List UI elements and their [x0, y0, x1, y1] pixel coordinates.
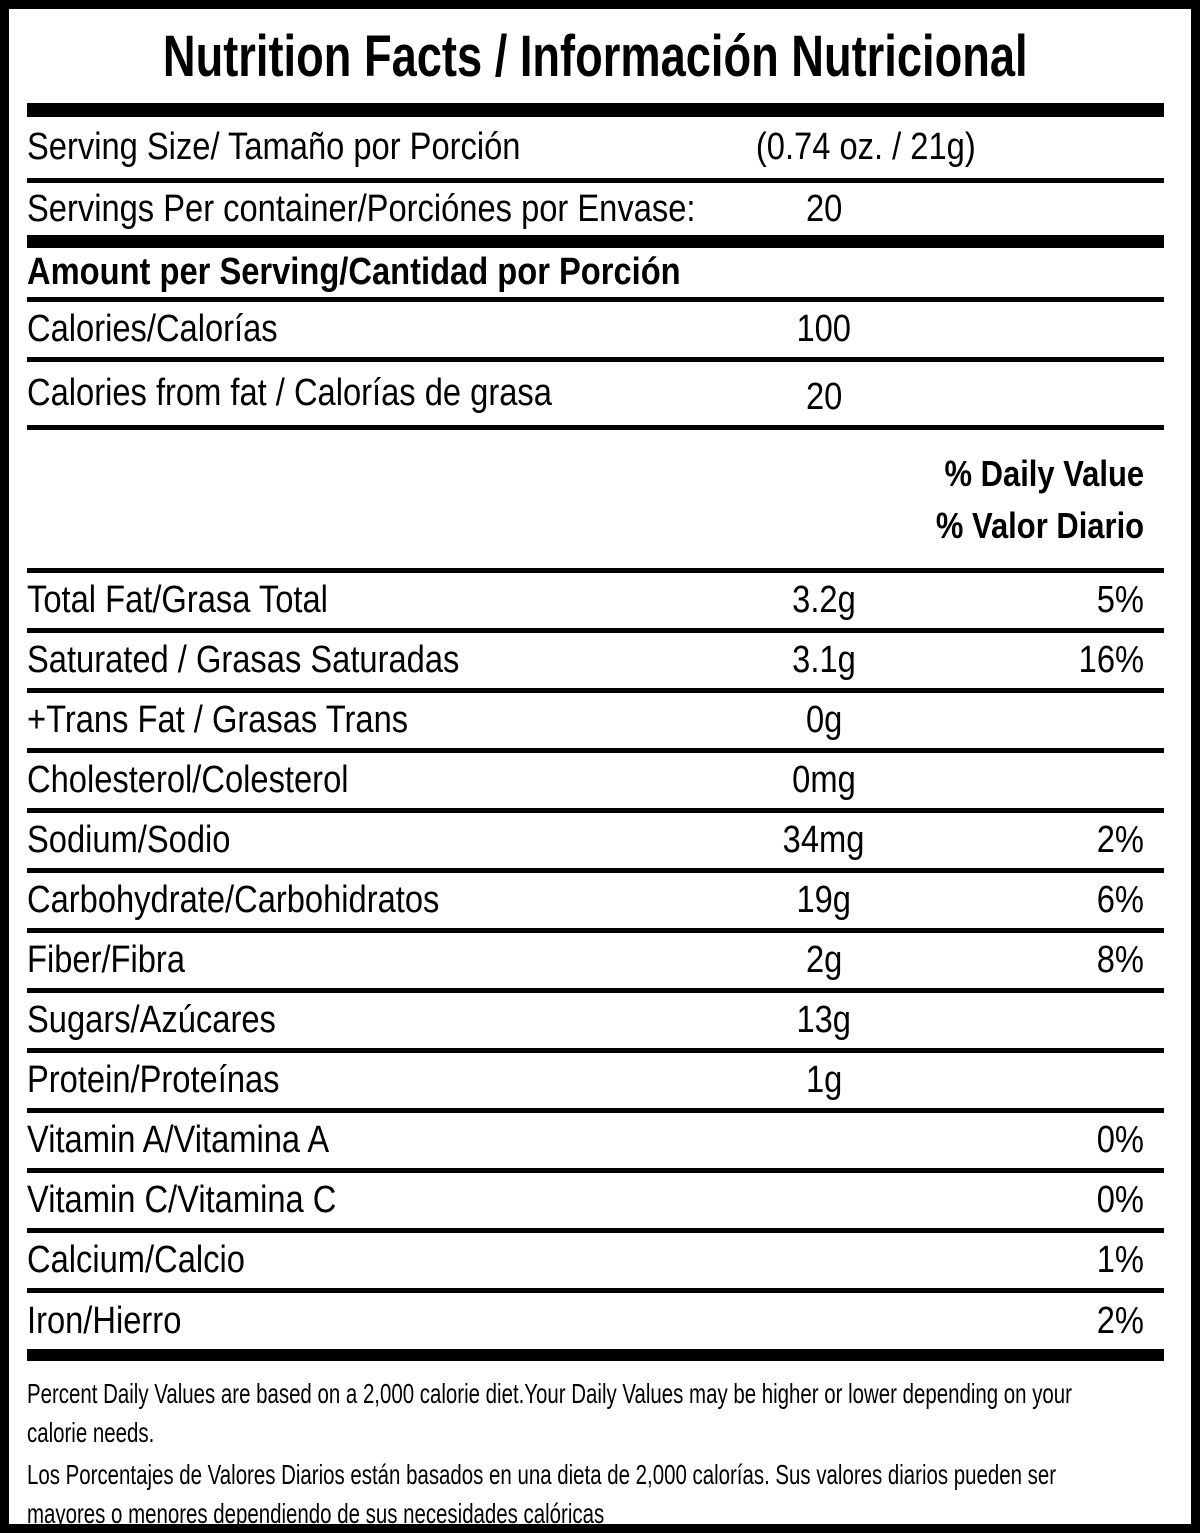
- servings-per-container-label: Servings Per container/Porciónes por Env…: [27, 187, 696, 230]
- nutrient-daily-value: 6%: [1096, 879, 1144, 921]
- calories-from-fat-row: Calories from fat / Calorías de grasa 20: [27, 362, 1164, 430]
- nutrient-label: Carbohydrate/Carbohidratos: [27, 879, 440, 921]
- nutrient-daily-value: 1%: [1096, 1239, 1144, 1281]
- daily-value-header-block: % Daily Value % Valor Diario: [27, 430, 1164, 573]
- nutrient-label: Saturated / Grasas Saturadas: [27, 639, 460, 681]
- nutrient-daily-value: 0%: [1096, 1119, 1144, 1161]
- serving-size-label: Serving Size/ Tamaño por Porción: [27, 126, 521, 168]
- calories-from-fat-label: Calories from fat / Calorías de grasa: [27, 372, 552, 414]
- nutrient-label: +Trans Fat / Grasas Trans: [27, 699, 409, 741]
- nutrient-row: Sodium/Sodio 34mg 2%: [27, 813, 1164, 873]
- amount-per-serving-heading-row: Amount per Serving/Cantidad por Porción: [27, 248, 1164, 302]
- daily-value-header-es: % Valor Diario: [935, 505, 1144, 546]
- nutrient-label: Sugars/Azúcares: [27, 999, 276, 1041]
- nutrient-label: Protein/Proteínas: [27, 1059, 280, 1101]
- nutrient-daily-value: 16%: [1078, 639, 1144, 681]
- nutrient-row: Vitamin C/Vitamina C 0%: [27, 1173, 1164, 1233]
- nutrient-daily-value: 2%: [1096, 1299, 1144, 1342]
- nutrient-row: Fiber/Fibra 2g 8%: [27, 933, 1164, 993]
- nutrient-rows: Total Fat/Grasa Total 3.2g 5% Saturated …: [27, 573, 1164, 1361]
- nutrient-row: +Trans Fat / Grasas Trans 0g: [27, 693, 1164, 753]
- nutrient-label: Calcium/Calcio: [27, 1239, 245, 1281]
- nutrient-daily-value: 5%: [1096, 579, 1144, 621]
- nutrient-row: Total Fat/Grasa Total 3.2g 5%: [27, 573, 1164, 633]
- nutrient-amount: 34mg: [783, 819, 865, 861]
- footnotes: Percent Daily Values are based on a 2,00…: [27, 1374, 1164, 1529]
- calories-row: Calories/Calorías 100: [27, 302, 1164, 362]
- footnote-spanish: Los Porcentajes de Valores Diarios están…: [27, 1459, 1057, 1529]
- nutrient-amount: 3.2g: [792, 579, 856, 621]
- nutrient-amount: 19g: [796, 879, 852, 921]
- nutrient-amount: 0mg: [792, 759, 856, 801]
- nutrient-row: Cholesterol/Colesterol 0mg: [27, 753, 1164, 813]
- nutrient-daily-value: 2%: [1096, 819, 1144, 861]
- serving-size-value: (0.74 oz. / 21g): [756, 126, 976, 168]
- nutrient-row: Iron/Hierro 2%: [27, 1293, 1164, 1361]
- label-title: Nutrition Facts / Información Nutriciona…: [163, 23, 1028, 89]
- servings-per-container-row: Servings Per container/Porciónes por Env…: [27, 183, 1164, 248]
- nutrient-amount: 13g: [796, 999, 852, 1041]
- nutrient-amount: 0g: [805, 699, 843, 741]
- nutrient-label: Cholesterol/Colesterol: [27, 759, 349, 801]
- amount-per-serving-heading: Amount per Serving/Cantidad por Porción: [27, 251, 681, 293]
- nutrient-row: Sugars/Azúcares 13g: [27, 993, 1164, 1053]
- calories-from-fat-value: 20: [805, 376, 843, 418]
- nutrient-row: Vitamin A/Vitamina A 0%: [27, 1113, 1164, 1173]
- nutrient-label: Vitamin C/Vitamina C: [27, 1179, 337, 1221]
- nutrient-label: Fiber/Fibra: [27, 939, 185, 981]
- nutrient-label: Total Fat/Grasa Total: [27, 579, 328, 621]
- nutrient-row: Protein/Proteínas 1g: [27, 1053, 1164, 1113]
- calories-label: Calories/Calorías: [27, 308, 278, 350]
- nutrient-daily-value: 8%: [1096, 939, 1144, 981]
- servings-per-container-value: 20: [805, 187, 843, 230]
- nutrient-amount: 1g: [805, 1059, 843, 1101]
- serving-size-row: Serving Size/ Tamaño por Porción (0.74 o…: [27, 117, 1164, 183]
- calories-value: 100: [796, 308, 852, 350]
- nutrient-daily-value: 0%: [1096, 1179, 1144, 1221]
- nutrient-row: Carbohydrate/Carbohidratos 19g 6%: [27, 873, 1164, 933]
- nutrient-amount: 3.1g: [792, 639, 856, 681]
- daily-value-header-en: % Daily Value: [944, 453, 1144, 494]
- nutrient-label: Iron/Hierro: [27, 1299, 182, 1342]
- nutrient-row: Saturated / Grasas Saturadas 3.1g 16%: [27, 633, 1164, 693]
- label-title-row: Nutrition Facts / Información Nutriciona…: [27, 9, 1164, 117]
- nutrient-amount: 2g: [805, 939, 843, 981]
- footnote-english: Percent Daily Values are based on a 2,00…: [27, 1378, 1072, 1448]
- nutrient-label: Sodium/Sodio: [27, 819, 231, 861]
- nutrient-row: Calcium/Calcio 1%: [27, 1233, 1164, 1293]
- nutrient-label: Vitamin A/Vitamina A: [27, 1119, 330, 1161]
